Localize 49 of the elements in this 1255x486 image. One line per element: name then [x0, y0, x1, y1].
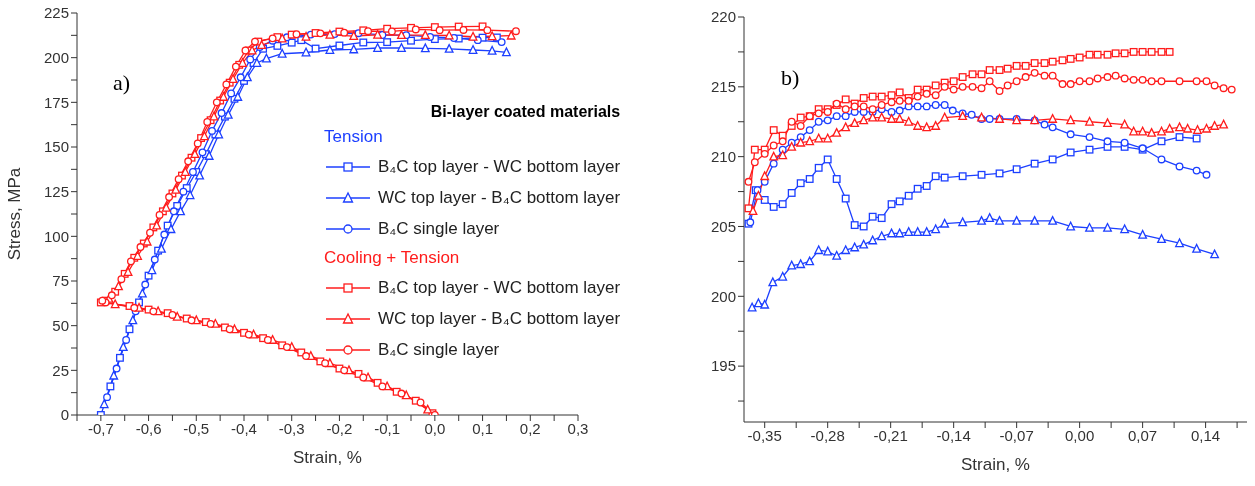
- x-tick-label: -0,7: [87, 419, 114, 437]
- x-tick-label: 0,1: [472, 419, 493, 437]
- y-tick-label: 75: [52, 272, 69, 290]
- annotation: a): [113, 70, 131, 96]
- annotation: Cooling + Tension: [324, 247, 461, 269]
- x-tick-label: -0,5: [183, 419, 210, 437]
- x-tick-label: -0,14: [936, 426, 971, 444]
- legend-title: Bi-layer coated materials: [429, 103, 621, 121]
- y-tick-label: 220: [710, 8, 736, 26]
- x-tick-label: -0,6: [135, 419, 162, 437]
- legend-label: B₄C top layer - WC bottom layer: [378, 277, 621, 298]
- x-tick-label: -0,21: [873, 426, 908, 444]
- x-tick-label: 0,2: [519, 419, 541, 437]
- y-tick-label: 225: [43, 4, 69, 22]
- x-tick-label: -0,2: [326, 419, 353, 437]
- y-tick-label: 200: [710, 287, 736, 305]
- x-axis-title: Strain, %: [960, 455, 1031, 475]
- legend-label: WC top layer - B₄C bottom layer: [378, 187, 621, 208]
- y-tick-label: 125: [43, 182, 69, 200]
- x-tick-label: -0,35: [747, 426, 782, 444]
- y-axis-title: Stress, MPa: [5, 167, 25, 261]
- annotation: b): [781, 65, 800, 91]
- y-tick-label: 195: [710, 357, 736, 375]
- x-tick-label: -0,4: [231, 419, 257, 437]
- x-tick-label: 0,14: [1191, 426, 1221, 444]
- annotation: Tension: [324, 126, 384, 148]
- x-tick-label: 0,3: [567, 419, 589, 437]
- legend-label: B₄C top layer - WC bottom layer: [378, 156, 621, 177]
- y-tick-label: 200: [43, 48, 69, 66]
- legend-label: B₄C single layer: [378, 339, 500, 360]
- x-tick-label: 0,07: [1128, 426, 1158, 444]
- y-tick-label: 0: [60, 406, 69, 424]
- y-tick-label: 150: [43, 138, 69, 156]
- y-tick-label: 25: [52, 361, 69, 379]
- x-tick-label: 0,0: [424, 419, 446, 437]
- x-tick-label: -0,07: [999, 426, 1034, 444]
- y-tick-label: 100: [43, 227, 69, 245]
- legend-label: WC top layer - B₄C bottom layer: [378, 308, 621, 329]
- legend-label: B₄C single layer: [378, 218, 500, 239]
- y-tick-label: 215: [710, 78, 736, 96]
- y-tick-label: 210: [710, 147, 736, 165]
- x-axis-title: Strain, %: [292, 448, 363, 468]
- y-tick-label: 205: [710, 217, 736, 235]
- x-tick-label: -0,28: [810, 426, 845, 444]
- y-tick-label: 175: [43, 93, 69, 111]
- x-tick-label: 0,00: [1065, 426, 1095, 444]
- x-tick-label: -0,3: [278, 419, 305, 437]
- y-tick-label: 50: [52, 316, 69, 334]
- x-tick-label: -0,1: [374, 419, 401, 437]
